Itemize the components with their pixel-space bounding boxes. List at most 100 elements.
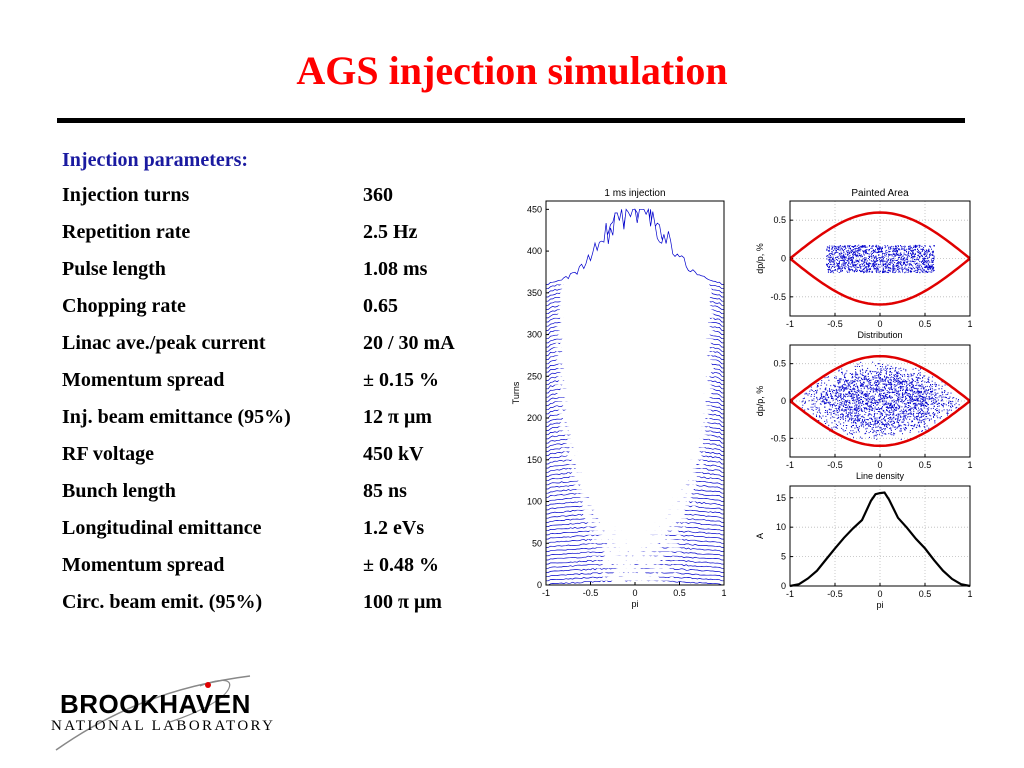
scatter-point [926, 405, 928, 407]
scatter-point [850, 426, 852, 427]
scatter-point [932, 251, 934, 253]
scatter-point [916, 245, 918, 247]
scatter-point [842, 414, 844, 416]
scatter-point [868, 413, 870, 415]
scatter-point [884, 253, 885, 255]
scatter-point [899, 428, 901, 430]
scatter-point [904, 268, 906, 270]
scatter-point [845, 407, 847, 408]
scatter-point [950, 407, 952, 409]
scatter-point [839, 268, 841, 270]
scatter-point [897, 258, 899, 260]
scatter-point [910, 416, 912, 418]
scatter-point [911, 425, 913, 427]
scatter-point [871, 428, 873, 430]
scatter-point [869, 257, 870, 258]
scatter-point [875, 249, 876, 251]
scatter-point [904, 400, 906, 402]
scatter-point [873, 388, 875, 390]
scatter-point [824, 420, 826, 422]
scatter-point [861, 365, 863, 367]
scatter-point [898, 254, 900, 256]
scatter-point [926, 411, 928, 413]
scatter-point [915, 385, 917, 386]
scatter-point [898, 387, 900, 389]
scatter-point [829, 253, 831, 254]
scatter-point [935, 385, 937, 387]
scatter-point [914, 252, 916, 254]
scatter-point [917, 413, 919, 414]
scatter-point [827, 393, 829, 395]
scatter-point [861, 259, 863, 261]
scatter-point [844, 377, 846, 379]
scatter-point [889, 383, 891, 385]
scatter-point [874, 419, 876, 421]
scatter-point [831, 422, 833, 424]
scatter-point [857, 388, 859, 390]
scatter-point [906, 381, 908, 382]
scatter-point [855, 269, 856, 271]
scatter-point [923, 414, 925, 416]
scatter-point [841, 386, 843, 388]
scatter-point [861, 420, 863, 422]
scatter-point [872, 384, 874, 386]
scatter-point [872, 431, 874, 433]
scatter-point [895, 388, 897, 390]
scatter-point [920, 252, 922, 254]
scatter-point [850, 394, 852, 396]
scatter-point [898, 405, 900, 407]
scatter-point [938, 409, 940, 411]
scatter-point [888, 253, 890, 255]
scatter-point [905, 370, 907, 372]
scatter-point [891, 408, 892, 410]
scatter-point [858, 397, 860, 399]
scatter-point [841, 417, 843, 419]
scatter-point [851, 433, 853, 435]
scatter-point [850, 433, 852, 435]
scatter-point [832, 272, 834, 274]
scatter-point [859, 376, 861, 378]
scatter-point [886, 390, 888, 391]
scatter-point [889, 267, 891, 269]
scatter-point [872, 409, 873, 411]
scatter-point [857, 263, 859, 265]
scatter-point [944, 390, 946, 392]
scatter-point [927, 417, 929, 419]
scatter-point [870, 387, 872, 389]
scatter-point [907, 255, 909, 257]
scatter-point [931, 397, 932, 399]
scatter-point [908, 252, 909, 254]
x-tick-label: 0 [877, 460, 882, 470]
scatter-point [877, 249, 879, 251]
scatter-point [857, 363, 859, 365]
scatter-point [880, 394, 882, 396]
scatter-point [913, 411, 915, 413]
scatter-point [896, 427, 898, 429]
x-tick-label: -0.5 [583, 588, 599, 598]
scatter-point [917, 377, 919, 379]
scatter-point [860, 259, 862, 261]
scatter-point [899, 262, 901, 264]
scatter-point [924, 267, 926, 268]
scatter-point [910, 247, 912, 249]
scatter-point [929, 393, 931, 395]
scatter-point [901, 384, 903, 386]
scatter-point [900, 257, 902, 259]
scatter-point [856, 396, 858, 398]
scatter-point [923, 400, 925, 402]
scatter-point [905, 427, 907, 429]
scatter-point [942, 396, 944, 398]
scatter-point [824, 396, 826, 398]
scatter-point [837, 392, 839, 393]
scatter-point [905, 259, 907, 261]
scatter-point [861, 396, 863, 398]
scatter-point [872, 421, 874, 422]
scatter-point [851, 397, 853, 399]
scatter-point [817, 386, 819, 387]
scatter-point [902, 248, 904, 250]
scatter-point [836, 408, 838, 410]
scatter-point [933, 258, 934, 259]
scatter-point [912, 251, 914, 253]
scatter-point [909, 431, 911, 433]
scatter-point [914, 424, 916, 426]
